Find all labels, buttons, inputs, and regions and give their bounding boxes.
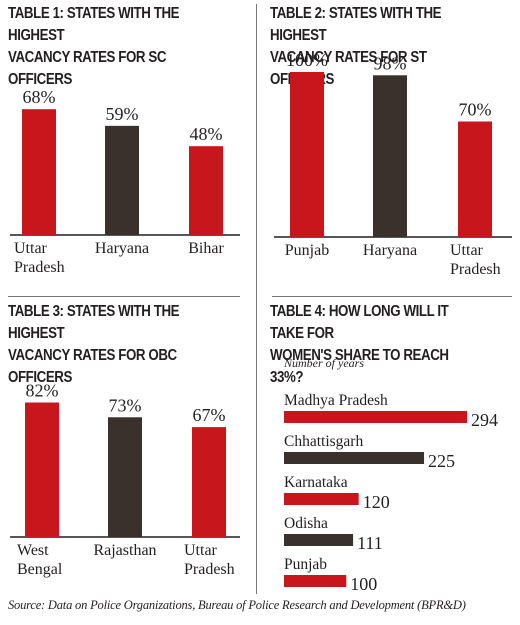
category-label: Bengal [17, 561, 63, 578]
table-3-title: TABLE 3: STATES WITH THE HIGHEST VACANCY… [8, 303, 180, 386]
table-4-panel: TABLE 4: HOW LONG WILL IT TAKE FOR WOMEN… [262, 298, 520, 594]
bar [284, 452, 425, 464]
category-label: Uttar [14, 240, 48, 257]
category-label: Uttar [184, 542, 218, 559]
bar [284, 493, 359, 505]
table-4-chart: Madhya Pradesh 294 Chhattisgarh 225 Karnatak… [284, 392, 498, 594]
category-label: Uttar [450, 242, 484, 259]
vertical-divider [256, 4, 257, 594]
category-label: Madhya Pradesh [284, 392, 388, 409]
category-label: Punjab [285, 242, 329, 259]
bar [284, 575, 347, 587]
table-2-panel: TABLE 2: STATES WITH THE HIGHEST VACANCY… [262, 0, 520, 290]
bar-value-label: 48% [190, 124, 223, 144]
table-3-panel: TABLE 3: STATES WITH THE HIGHEST VACANCY… [0, 298, 250, 588]
bar [373, 75, 407, 237]
bar-value-label: 73% [109, 395, 142, 415]
bar-value-label: 98% [374, 53, 407, 73]
bar-value-label: 294 [471, 410, 498, 430]
bar-value-label: 120 [363, 492, 390, 512]
category-label: Pradesh [14, 259, 65, 276]
bar-value-label: 70% [459, 100, 492, 120]
horizontal-divider-right [272, 296, 512, 297]
bar-value-label: 67% [193, 405, 226, 425]
category-label: Bihar [188, 240, 224, 257]
bar [22, 109, 56, 235]
table-4-subtitle: Number of years [284, 356, 364, 370]
bar [189, 146, 223, 235]
bar-value-label: 100 [350, 574, 377, 594]
category-label: Rajasthan [93, 542, 156, 559]
bar-value-label: 225 [428, 451, 455, 471]
bar [105, 125, 139, 235]
bar-value-label: 82% [26, 381, 59, 401]
bar [458, 121, 492, 237]
category-label: Chhattisgarh [284, 433, 363, 450]
table-1-chart: 68% Uttar Pradesh 59% Haryana 48% Bihar [10, 87, 240, 276]
table-1-panel: TABLE 1: STATES WITH THE HIGHEST VACANCY… [0, 0, 250, 290]
category-label: Pradesh [450, 261, 501, 278]
table-4-title: TABLE 4: HOW LONG WILL IT TAKE FOR WOMEN… [270, 303, 449, 386]
bar [284, 411, 467, 423]
category-label: Haryana [363, 242, 417, 259]
category-label: Karnataka [284, 474, 348, 491]
table-1-title: TABLE 1: STATES WITH THE HIGHEST VACANCY… [8, 5, 180, 88]
bar-value-label: 100% [286, 50, 328, 70]
table-3-chart: 82% West Bengal 73% Rajasthan 67% Uttar Pradesh [10, 381, 240, 578]
horizontal-divider-left [8, 296, 240, 297]
category-label: Punjab [284, 556, 327, 573]
bar-value-label: 59% [106, 104, 139, 124]
category-label: Pradesh [184, 561, 235, 578]
bar-value-label: 111 [357, 533, 383, 553]
bar [192, 427, 226, 537]
category-label: West [17, 542, 49, 559]
source-note: Source: Data on Police Organizations, Bu… [8, 598, 466, 612]
bar [290, 72, 324, 237]
bar-value-label: 68% [23, 87, 56, 107]
bar [284, 534, 354, 546]
category-label: Odisha [284, 515, 328, 532]
table-2-chart: 100% Punjab 98% Haryana 70% Uttar Pradesh [274, 50, 512, 278]
bar [25, 402, 59, 537]
bar [108, 417, 142, 537]
category-label: Haryana [95, 240, 149, 257]
